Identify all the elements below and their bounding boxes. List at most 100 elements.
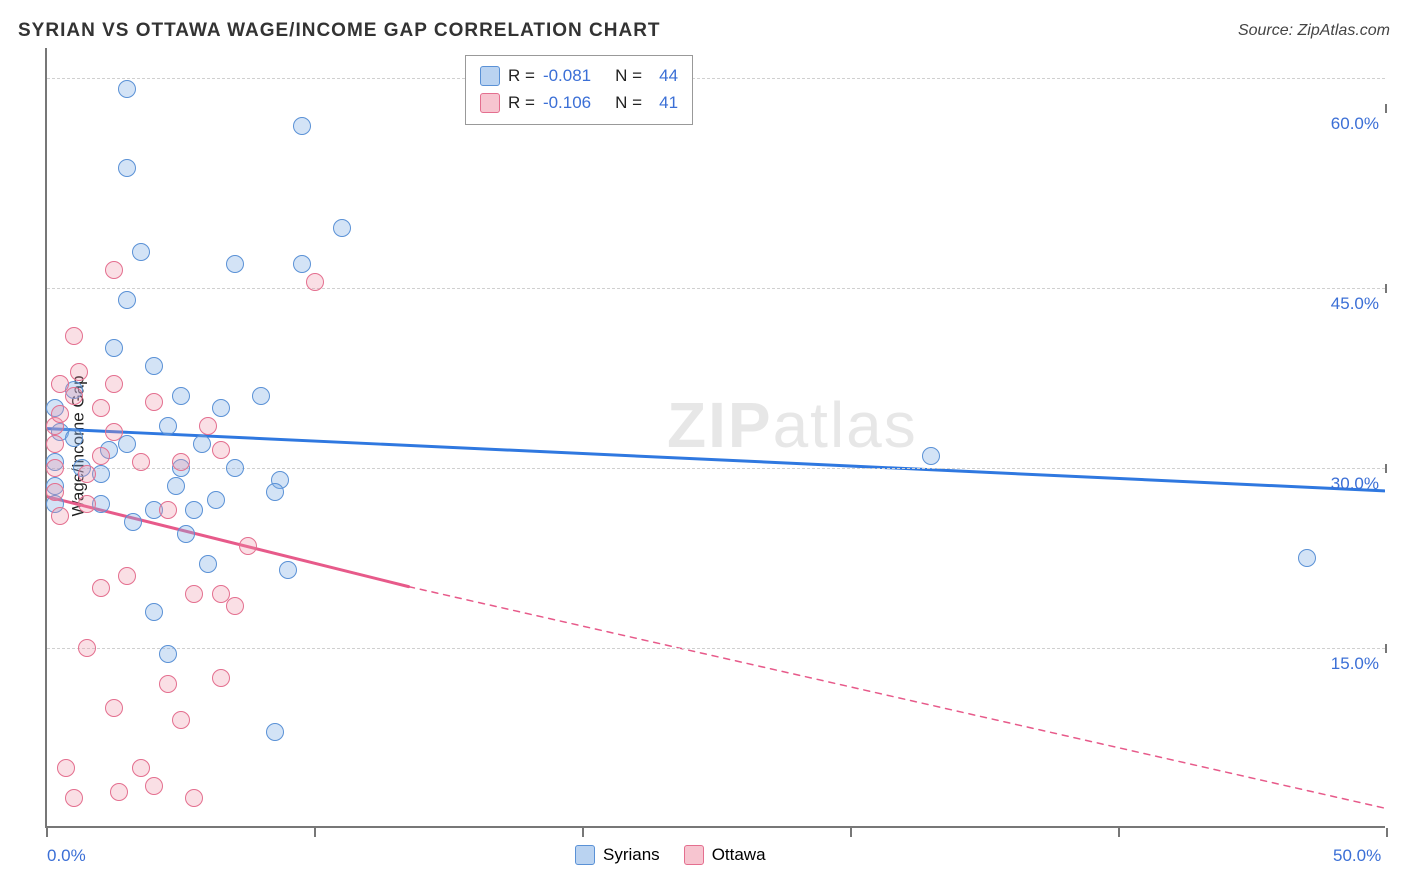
- y-tick-label: 15.0%: [1331, 654, 1379, 674]
- scatter-point-pink: [51, 507, 69, 525]
- scatter-point-pink: [92, 579, 110, 597]
- scatter-point-blue: [293, 117, 311, 135]
- scatter-point-pink: [92, 447, 110, 465]
- scatter-point-pink: [105, 261, 123, 279]
- swatch-pink-icon: [480, 93, 500, 113]
- scatter-point-pink: [110, 783, 128, 801]
- scatter-point-blue: [159, 417, 177, 435]
- scatter-point-blue: [172, 387, 190, 405]
- r-label: R =: [508, 89, 535, 116]
- scatter-point-blue: [922, 447, 940, 465]
- gridline: [47, 288, 1385, 289]
- scatter-point-blue: [118, 80, 136, 98]
- n-label: N =: [615, 62, 642, 89]
- scatter-point-blue: [293, 255, 311, 273]
- scatter-point-blue: [212, 399, 230, 417]
- x-tick-mark: [582, 828, 584, 837]
- scatter-point-pink: [132, 759, 150, 777]
- scatter-point-pink: [199, 417, 217, 435]
- scatter-point-blue: [199, 555, 217, 573]
- scatter-point-blue: [1298, 549, 1316, 567]
- x-tick-mark: [314, 828, 316, 837]
- scatter-point-pink: [70, 363, 88, 381]
- scatter-point-pink: [65, 387, 83, 405]
- swatch-pink-icon: [684, 845, 704, 865]
- scatter-point-blue: [118, 435, 136, 453]
- n-value: 44: [650, 62, 678, 89]
- n-value: 41: [650, 89, 678, 116]
- scatter-point-pink: [65, 789, 83, 807]
- x-tick-label: 0.0%: [47, 846, 86, 866]
- gridline: [47, 78, 1385, 79]
- scatter-point-blue: [177, 525, 195, 543]
- scatter-point-blue: [118, 291, 136, 309]
- scatter-point-pink: [226, 597, 244, 615]
- y-tick-mark: [1385, 644, 1387, 653]
- legend-label: Ottawa: [712, 845, 766, 865]
- plot-area: ZIPatlas 15.0%30.0%45.0%60.0%0.0%50.0%: [45, 48, 1385, 828]
- scatter-point-pink: [239, 537, 257, 555]
- x-tick-mark: [1118, 828, 1120, 837]
- scatter-point-pink: [105, 375, 123, 393]
- swatch-blue-icon: [575, 845, 595, 865]
- swatch-blue-icon: [480, 66, 500, 86]
- scatter-point-pink: [78, 495, 96, 513]
- y-tick-label: 45.0%: [1331, 294, 1379, 314]
- watermark: ZIPatlas: [667, 388, 918, 462]
- scatter-point-pink: [185, 789, 203, 807]
- scatter-point-blue: [252, 387, 270, 405]
- scatter-point-blue: [333, 219, 351, 237]
- gridline: [47, 468, 1385, 469]
- scatter-point-pink: [172, 711, 190, 729]
- x-tick-mark: [1386, 828, 1388, 837]
- scatter-point-blue: [65, 429, 83, 447]
- legend-item-ottawa: Ottawa: [684, 845, 766, 865]
- x-tick-mark: [46, 828, 48, 837]
- scatter-point-blue: [118, 159, 136, 177]
- legend-item-syrians: Syrians: [575, 845, 660, 865]
- scatter-point-pink: [46, 459, 64, 477]
- scatter-point-blue: [226, 255, 244, 273]
- x-tick-mark: [850, 828, 852, 837]
- correlation-stats-box: R = -0.081 N = 44 R = -0.106 N = 41: [465, 55, 693, 125]
- legend-label: Syrians: [603, 845, 660, 865]
- scatter-point-blue: [279, 561, 297, 579]
- scatter-point-blue: [145, 357, 163, 375]
- scatter-point-blue: [226, 459, 244, 477]
- scatter-point-blue: [266, 723, 284, 741]
- scatter-point-blue: [105, 339, 123, 357]
- y-tick-mark: [1385, 464, 1387, 473]
- trendlines-svg: [47, 48, 1385, 826]
- y-tick-label: 60.0%: [1331, 114, 1379, 134]
- scatter-point-pink: [185, 585, 203, 603]
- r-label: R =: [508, 62, 535, 89]
- scatter-point-blue: [207, 491, 225, 509]
- scatter-point-pink: [145, 393, 163, 411]
- scatter-point-pink: [105, 423, 123, 441]
- scatter-point-blue: [167, 477, 185, 495]
- y-tick-label: 30.0%: [1331, 474, 1379, 494]
- stats-row-ottawa: R = -0.106 N = 41: [480, 89, 678, 116]
- scatter-point-pink: [212, 441, 230, 459]
- scatter-point-pink: [212, 669, 230, 687]
- scatter-point-blue: [159, 645, 177, 663]
- x-tick-label: 50.0%: [1333, 846, 1381, 866]
- chart-title: SYRIAN VS OTTAWA WAGE/INCOME GAP CORRELA…: [18, 20, 661, 42]
- scatter-point-pink: [145, 777, 163, 795]
- scatter-point-pink: [159, 675, 177, 693]
- scatter-point-blue: [145, 603, 163, 621]
- y-tick-mark: [1385, 284, 1387, 293]
- scatter-point-blue: [266, 483, 284, 501]
- legend-bottom: Syrians Ottawa: [575, 845, 766, 865]
- scatter-point-blue: [185, 501, 203, 519]
- scatter-point-pink: [65, 327, 83, 345]
- watermark-zip: ZIP: [667, 389, 773, 461]
- chart-container: SYRIAN VS OTTAWA WAGE/INCOME GAP CORRELA…: [0, 0, 1406, 892]
- scatter-point-pink: [159, 501, 177, 519]
- scatter-point-pink: [78, 639, 96, 657]
- scatter-point-pink: [172, 453, 190, 471]
- y-tick-mark: [1385, 104, 1387, 113]
- gridline: [47, 648, 1385, 649]
- scatter-point-pink: [132, 453, 150, 471]
- scatter-point-blue: [124, 513, 142, 531]
